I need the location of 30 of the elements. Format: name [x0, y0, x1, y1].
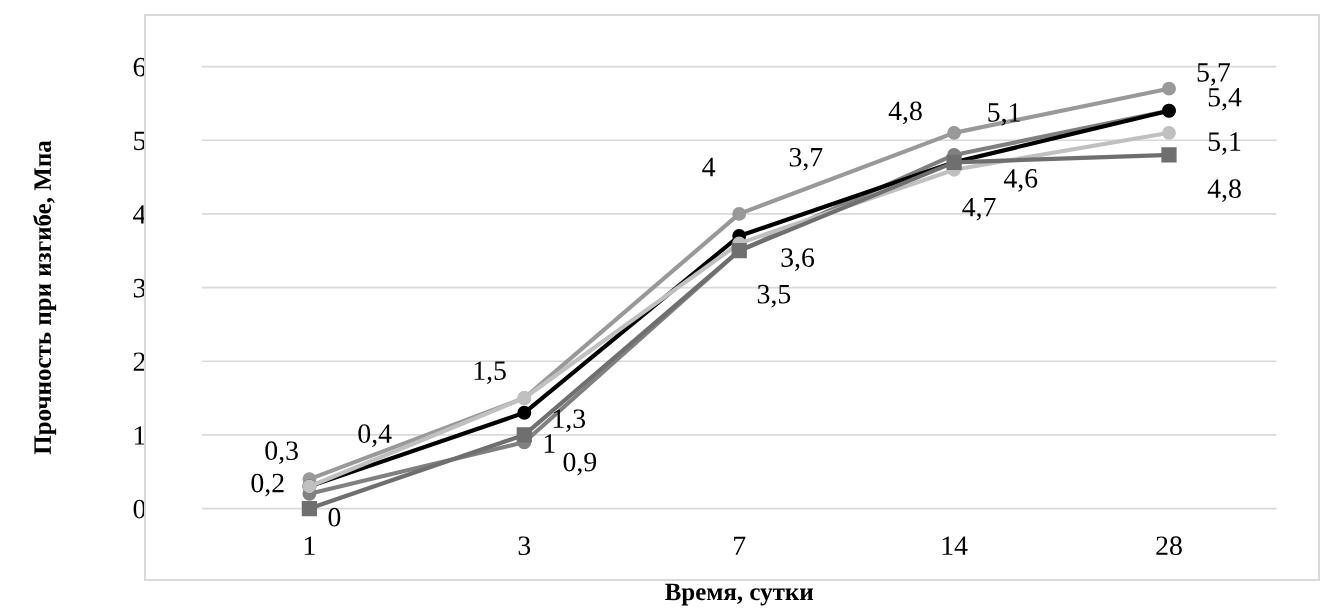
x-tick-label: 1: [304, 536, 315, 555]
data-label: 1,3: [553, 409, 586, 433]
data-label: 5,4: [1208, 88, 1242, 111]
data-label: 4,7: [962, 197, 996, 221]
data-label: 0,3: [265, 441, 298, 465]
data-label: 4: [702, 157, 716, 177]
x-axis-title: Время, сутки: [665, 583, 814, 606]
data-label: 1: [544, 434, 555, 453]
data-label: 0,4: [358, 424, 392, 447]
x-tick-label: 28: [1156, 536, 1182, 556]
data-label: 4,6: [1003, 169, 1038, 192]
y-tick-label: 4: [133, 205, 146, 224]
data-label: 0,9: [563, 452, 597, 476]
y-axis-title: Прочность при изгибе, Мпа: [32, 140, 57, 455]
data-label: 4,8: [888, 101, 922, 125]
data-label: 5,1: [1208, 132, 1241, 155]
data-label: 3,7: [789, 147, 823, 171]
x-tick-label: 7: [734, 536, 746, 555]
data-label: 1,5: [474, 361, 506, 384]
data-label: 4,8: [1207, 179, 1241, 203]
x-tick-label: 3: [518, 536, 531, 556]
data-label: 3,5: [757, 284, 791, 308]
data-label: 5,1: [988, 103, 1020, 126]
data-label: 5,7: [1197, 63, 1230, 86]
y-tick-label: 2: [133, 352, 145, 371]
y-tick-label: 1: [134, 426, 145, 445]
data-label: 3,6: [781, 248, 815, 271]
data-label: 0,2: [251, 473, 284, 497]
data-label: 0: [328, 507, 341, 527]
x-tick-label: 14: [942, 536, 968, 555]
